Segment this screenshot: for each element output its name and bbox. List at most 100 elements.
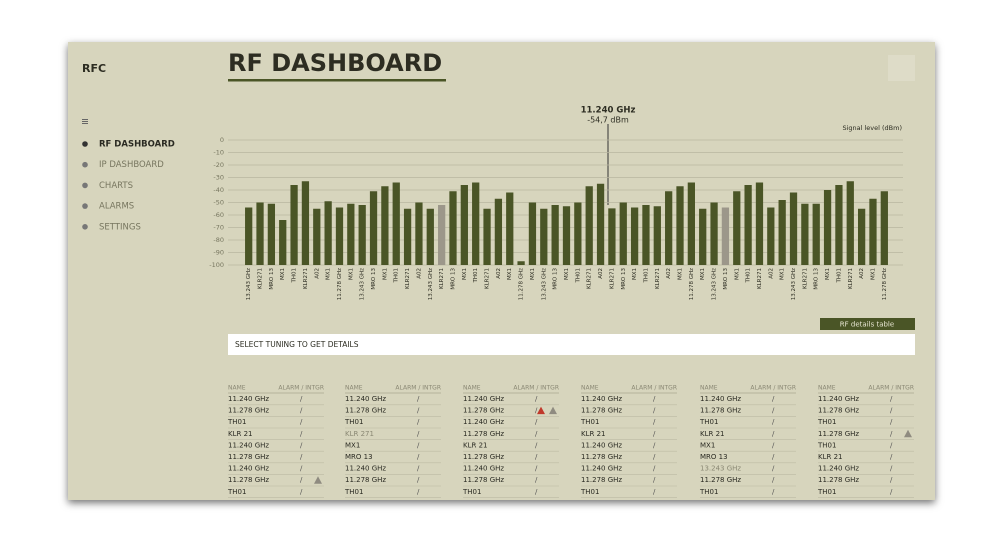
bar[interactable] <box>335 207 344 266</box>
search-bg[interactable] <box>228 334 915 355</box>
menu-item[interactable]: ALARMS <box>99 202 134 212</box>
row-name[interactable]: KLR 21 <box>581 430 606 438</box>
menu-icon[interactable] <box>82 203 88 209</box>
bar[interactable] <box>846 181 854 265</box>
row-name[interactable]: 11.240 GHz <box>345 465 386 473</box>
menu-item[interactable]: CHARTS <box>99 181 133 191</box>
menu-icon[interactable] <box>82 141 88 147</box>
bar[interactable] <box>426 208 434 265</box>
bar[interactable] <box>687 182 695 266</box>
row-name[interactable]: 11.240 GHz <box>700 395 741 403</box>
bar[interactable] <box>551 205 559 265</box>
bar[interactable] <box>778 200 786 265</box>
menu-icon[interactable] <box>82 161 88 168</box>
row-name[interactable]: MX1 <box>700 441 715 449</box>
row-name[interactable]: 11.278 GHz <box>345 407 386 415</box>
search-box[interactable]: SELECT TUNING TO GET DETAILS <box>228 334 915 355</box>
bar[interactable] <box>608 208 616 265</box>
bar[interactable] <box>721 207 730 266</box>
row-name[interactable]: TH01 <box>580 418 599 426</box>
bar[interactable] <box>483 208 491 265</box>
row-name[interactable]: TH01 <box>344 418 363 426</box>
bar[interactable] <box>517 261 525 265</box>
row-name[interactable]: 11.240 GHz <box>345 395 386 403</box>
bar[interactable] <box>710 202 718 266</box>
button-bg[interactable] <box>820 318 915 330</box>
bar[interactable] <box>767 207 775 266</box>
row-name[interactable]: 11.240 GHz <box>818 395 859 403</box>
row-name[interactable]: KLR 21 <box>700 430 725 438</box>
row-name[interactable]: 11.278 GHz <box>228 407 269 415</box>
bar[interactable] <box>313 208 321 265</box>
row-name[interactable]: 11.278 GHz <box>700 407 741 415</box>
menu-icon[interactable] <box>82 224 88 230</box>
bar[interactable] <box>653 206 661 265</box>
row-name[interactable]: 11.278 GHz <box>818 407 859 415</box>
menu-icon[interactable] <box>82 182 88 189</box>
bar[interactable] <box>279 220 287 265</box>
bar[interactable] <box>460 185 468 265</box>
bar[interactable] <box>528 202 537 266</box>
hamburger[interactable] <box>82 119 88 124</box>
bar[interactable] <box>642 205 650 265</box>
row-name[interactable]: 11.240 GHz <box>228 395 269 403</box>
bar[interactable] <box>472 182 480 266</box>
bar[interactable] <box>699 208 707 265</box>
bar[interactable] <box>562 206 571 265</box>
row-name[interactable]: 11.240 GHz <box>463 465 504 473</box>
bar[interactable] <box>744 185 752 265</box>
bar[interactable] <box>733 191 741 265</box>
row-name[interactable]: TH01 <box>580 488 599 496</box>
row-name[interactable]: 11.278 GHz <box>228 476 269 484</box>
bar[interactable] <box>880 191 888 265</box>
row-name[interactable]: 11.240 GHz <box>581 465 622 473</box>
row-name[interactable]: 11.240 GHz <box>818 465 859 473</box>
bar[interactable] <box>301 181 310 265</box>
row-name[interactable]: 11.278 GHz <box>463 430 504 438</box>
row-name[interactable]: 11.240 GHz <box>228 441 269 449</box>
bar[interactable] <box>267 203 276 265</box>
search-placeholder[interactable]: SELECT TUNING TO GET DETAILS <box>235 340 359 349</box>
bar[interactable] <box>290 185 298 265</box>
row-name[interactable]: 11.278 GHz <box>345 476 386 484</box>
menu-item[interactable]: RF DASHBOARD <box>99 140 175 150</box>
row-name[interactable]: TH01 <box>817 488 836 496</box>
bar[interactable] <box>449 191 457 265</box>
row-name[interactable]: KLR 21 <box>818 453 843 461</box>
button-label[interactable]: RF details table <box>840 321 894 329</box>
menu-item[interactable]: SETTINGS <box>99 222 141 232</box>
bar[interactable] <box>755 182 764 266</box>
row-name[interactable]: MRO 13 <box>700 453 728 461</box>
bar[interactable] <box>585 186 593 265</box>
bar[interactable] <box>540 208 548 265</box>
row-name[interactable]: 11.278 GHz <box>581 453 622 461</box>
bar[interactable] <box>801 203 809 265</box>
row-name[interactable]: 11.240 GHz <box>581 441 622 449</box>
row-name[interactable]: KLR 271 <box>345 430 374 438</box>
bar[interactable] <box>869 198 877 265</box>
bar[interactable] <box>574 202 582 266</box>
bar[interactable] <box>596 183 605 265</box>
row-name[interactable]: KLR 21 <box>463 441 488 449</box>
bar[interactable] <box>619 202 627 266</box>
bar[interactable] <box>812 203 820 265</box>
row-name[interactable]: TH01 <box>344 488 363 496</box>
row-name[interactable]: 11.278 GHz <box>581 476 622 484</box>
bar[interactable] <box>358 205 366 265</box>
row-name[interactable]: 11.278 GHz <box>581 407 622 415</box>
bar[interactable] <box>245 207 253 266</box>
row-name[interactable]: 11.240 GHz <box>228 465 269 473</box>
details-button[interactable]: RF details table <box>820 318 915 330</box>
bar[interactable] <box>392 182 400 266</box>
bar[interactable] <box>630 207 639 266</box>
bar[interactable] <box>506 192 514 266</box>
row-name[interactable]: 11.240 GHz <box>581 395 622 403</box>
row-name[interactable]: TH01 <box>817 418 836 426</box>
row-name[interactable]: 11.278 GHz <box>463 407 504 415</box>
bar[interactable] <box>857 208 866 265</box>
row-name[interactable]: 11.278 GHz <box>463 476 504 484</box>
bar[interactable] <box>381 186 389 265</box>
bar[interactable] <box>438 205 446 265</box>
bar[interactable] <box>256 202 264 266</box>
bar[interactable] <box>789 192 798 266</box>
